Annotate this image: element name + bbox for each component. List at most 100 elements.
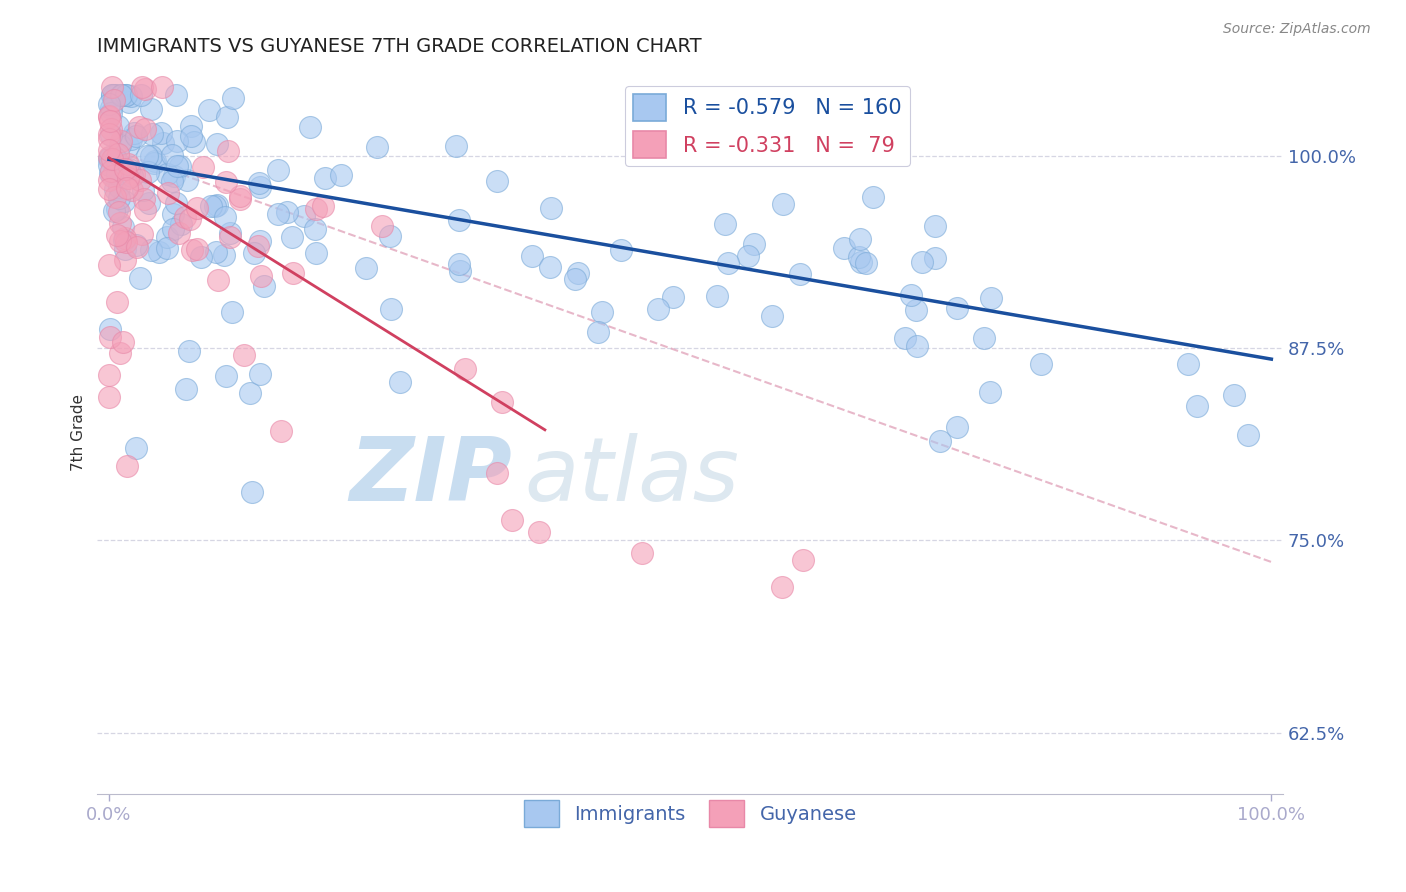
Point: [454, 362, 477, 376]
Point: [98, 97, 121, 112]
Point: [128, 173, 150, 187]
Point: [848, 250, 870, 264]
Point: [108, 346, 131, 360]
Point: [792, 553, 814, 567]
Point: [218, 144, 240, 158]
Point: [770, 580, 793, 594]
Point: [98, 258, 121, 272]
Point: [174, 210, 197, 224]
Point: [520, 249, 543, 263]
Point: [222, 91, 245, 105]
Point: [855, 256, 877, 270]
Point: [356, 260, 378, 275]
Point: [215, 110, 238, 124]
Point: [104, 182, 127, 196]
Point: [832, 242, 855, 256]
Point: [1223, 388, 1246, 402]
Point: [111, 87, 134, 102]
Point: [491, 395, 513, 409]
Point: [98, 150, 121, 164]
Point: [924, 251, 946, 265]
Point: [567, 266, 589, 280]
Point: [200, 199, 222, 213]
Point: [148, 245, 170, 260]
Point: [125, 239, 148, 253]
Point: [564, 271, 586, 285]
Point: [107, 146, 129, 161]
Point: [139, 149, 162, 163]
Point: [129, 87, 152, 102]
Point: [979, 385, 1001, 400]
Point: [112, 194, 135, 208]
Point: [905, 302, 928, 317]
Point: [103, 150, 125, 164]
Point: [924, 219, 946, 234]
Point: [714, 217, 737, 231]
Point: [305, 202, 328, 216]
Point: [647, 302, 669, 317]
Point: [104, 152, 127, 166]
Point: [115, 181, 138, 195]
Point: [929, 434, 952, 449]
Point: [219, 227, 242, 241]
Point: [180, 129, 202, 144]
Point: [110, 87, 132, 102]
Point: [207, 273, 229, 287]
Point: [862, 190, 884, 204]
Point: [229, 189, 252, 203]
Point: [114, 242, 136, 256]
Point: [588, 325, 610, 339]
Point: [166, 134, 188, 148]
Point: [283, 267, 305, 281]
Point: [169, 226, 191, 240]
Point: [527, 524, 550, 539]
Point: [186, 243, 208, 257]
Point: [100, 121, 122, 136]
Point: [129, 271, 152, 285]
Point: [174, 382, 197, 396]
Point: [176, 172, 198, 186]
Point: [447, 257, 470, 271]
Point: [120, 132, 142, 146]
Point: [233, 348, 256, 362]
Point: [177, 343, 200, 358]
Point: [900, 288, 922, 302]
Point: [1031, 357, 1053, 371]
Point: [105, 295, 128, 310]
Point: [141, 127, 163, 141]
Point: [205, 245, 228, 260]
Point: [849, 232, 872, 246]
Point: [221, 304, 243, 318]
Point: [136, 149, 159, 163]
Point: [165, 87, 187, 102]
Point: [378, 229, 401, 244]
Point: [447, 212, 470, 227]
Point: [114, 252, 136, 267]
Point: [905, 339, 928, 353]
Point: [366, 140, 388, 154]
Point: [501, 513, 523, 527]
Point: [143, 156, 166, 170]
Point: [110, 134, 132, 148]
Point: [101, 152, 124, 166]
Text: Source: ZipAtlas.com: Source: ZipAtlas.com: [1223, 22, 1371, 37]
Point: [98, 127, 121, 141]
Point: [125, 238, 148, 252]
Point: [98, 132, 121, 146]
Point: [205, 137, 228, 152]
Point: [242, 246, 264, 260]
Point: [111, 334, 134, 349]
Point: [253, 279, 276, 293]
Point: [486, 173, 509, 187]
Point: [706, 288, 728, 302]
Point: [107, 119, 129, 133]
Point: [911, 255, 934, 269]
Point: [107, 204, 129, 219]
Point: [205, 198, 228, 212]
Point: [169, 159, 191, 173]
Point: [143, 154, 166, 169]
Point: [789, 268, 811, 282]
Point: [114, 87, 136, 102]
Point: [156, 241, 179, 255]
Point: [125, 128, 148, 143]
